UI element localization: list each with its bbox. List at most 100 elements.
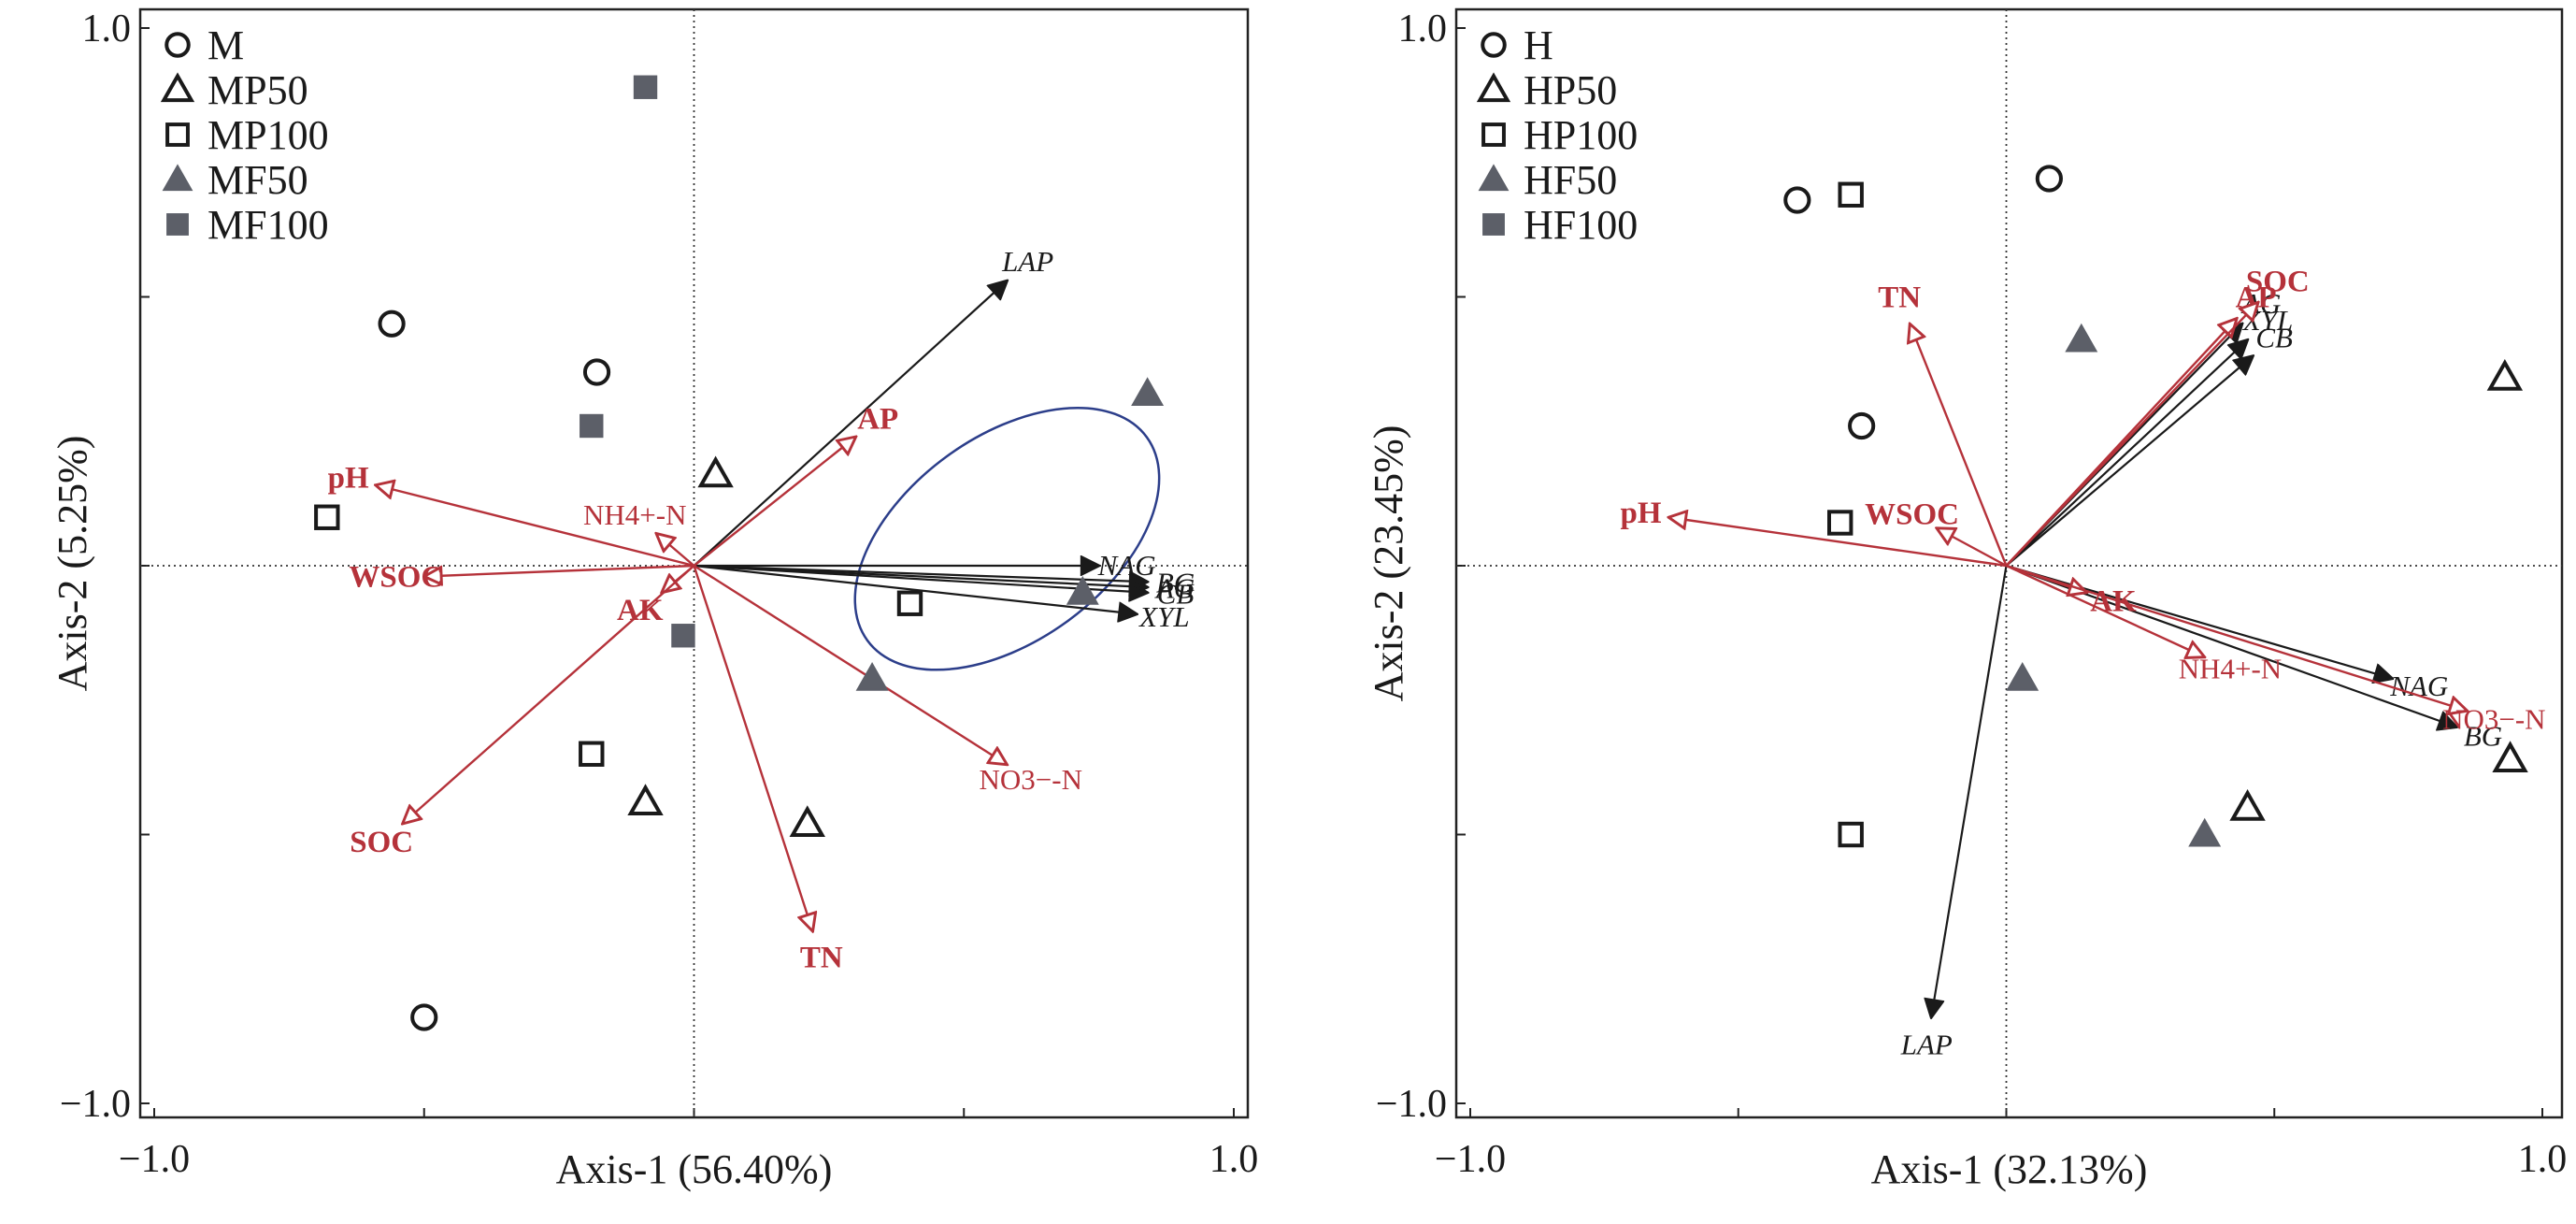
group-ellipse <box>853 406 1161 671</box>
data-point <box>2229 789 2266 821</box>
legend-marker <box>1478 164 1510 192</box>
x-tick-label-min: −1.0 <box>119 1138 190 1181</box>
env-label: SOC <box>350 826 413 859</box>
plot-frame <box>1454 7 2564 1119</box>
data-point <box>1848 411 1876 440</box>
env-label: AK <box>2090 584 2137 618</box>
enzyme-label-cb: CB <box>2255 321 2293 353</box>
enzyme-vector-xyl <box>694 564 1138 614</box>
enzyme-vector-lap <box>1931 565 2008 1017</box>
y-tick-label-max: 1.0 <box>1398 7 1448 50</box>
data-point <box>1838 181 1864 208</box>
data-point <box>314 504 340 530</box>
legend-label: H <box>1524 22 1553 68</box>
data-point <box>582 358 611 386</box>
env-vector <box>1937 528 2008 568</box>
env-vector <box>2005 564 2205 657</box>
data-point <box>789 805 825 837</box>
legend-marker <box>1482 213 1505 236</box>
chart-panel-1: −1.0 1.0 1.0 −1.0 Axis-1 (56.40%) Axis-2 (5.2… <box>50 7 1258 1192</box>
env-vector <box>1910 324 2008 567</box>
legend-marker <box>160 72 195 103</box>
legend-marker <box>1481 32 1507 58</box>
legend-label: HF100 <box>1524 202 1638 248</box>
legend-label: MF50 <box>208 157 308 203</box>
legend-label: M <box>208 22 244 68</box>
env-label: WSOC <box>1865 497 1959 531</box>
env-vector <box>693 437 856 567</box>
legend-marker <box>165 122 190 147</box>
env-label: WSOC <box>349 561 443 595</box>
data-point <box>2065 323 2098 353</box>
env-label: AP <box>857 402 898 436</box>
legend-marker <box>1476 72 1511 103</box>
y-tick-label-min: −1.0 <box>60 1083 131 1126</box>
env-vector <box>2006 564 2468 711</box>
data-point <box>580 413 604 439</box>
enzyme-label-nag: NAG <box>1097 549 1156 582</box>
data-point <box>896 590 923 616</box>
env-label: SOC <box>2246 266 2310 299</box>
legend-label: MF100 <box>208 202 329 248</box>
legend-marker <box>1481 122 1506 147</box>
legend-marker <box>166 213 189 236</box>
legend-label: MP50 <box>208 67 308 113</box>
enzyme-label-bg: BG <box>2464 720 2502 753</box>
env-label: TN <box>800 942 843 975</box>
legend-marker <box>165 32 191 58</box>
enzyme-label-nag: NAG <box>2389 670 2448 702</box>
env-vector <box>403 565 695 824</box>
y-axis-title: Axis-2 (23.45%) <box>1366 425 1411 702</box>
env-vector <box>693 565 813 931</box>
data-point <box>2035 165 2063 193</box>
legend-label: HP100 <box>1524 112 1638 158</box>
data-point <box>1838 821 1864 848</box>
enzyme-label-cb: CB <box>1157 578 1195 611</box>
data-point <box>671 624 695 648</box>
enzyme-vector-lap <box>693 281 1008 567</box>
env-vector <box>1668 517 2007 568</box>
env-label: NH4+-N <box>583 498 686 531</box>
x-axis-title: Axis-1 (56.40%) <box>556 1146 833 1192</box>
x-tick-label-max: 1.0 <box>2518 1138 2568 1181</box>
legend-label: HF50 <box>1524 157 1617 203</box>
env-label: TN <box>1878 281 1921 314</box>
env-vector <box>424 564 694 577</box>
data-point <box>1131 377 1165 406</box>
env-label: pH <box>1620 497 1661 530</box>
env-vector <box>656 534 695 567</box>
y-tick-label-max: 1.0 <box>82 7 132 50</box>
env-label: NO3−-N <box>980 763 1082 796</box>
y-tick-label-min: −1.0 <box>1376 1083 1447 1126</box>
data-point <box>1827 510 1853 536</box>
enzyme-vector-cb <box>694 564 1148 593</box>
data-point <box>1783 186 1811 214</box>
env-label: NO3−-N <box>2442 702 2545 735</box>
env-vector <box>693 564 1008 765</box>
data-point <box>410 1003 438 1031</box>
x-axis-title: Axis-1 (32.13%) <box>1871 1146 2148 1192</box>
legend-label: MP100 <box>208 112 329 158</box>
data-point <box>855 662 889 691</box>
data-point <box>2188 817 2222 847</box>
x-tick-label-min: −1.0 <box>1435 1138 1506 1181</box>
data-point <box>633 75 658 99</box>
chart-panel-2: −1.0 1.0 1.0 −1.0 Axis-1 (32.13%) Axis-2 (23.… <box>1366 7 2567 1192</box>
legend-marker <box>162 164 193 192</box>
enzyme-label-xyl: XYL <box>1138 600 1189 633</box>
env-vector <box>376 485 694 568</box>
y-axis-title: Axis-2 (5.25%) <box>50 436 95 692</box>
enzyme-vector-xyl <box>2005 340 2248 567</box>
enzyme-vector-bg <box>2006 564 2457 727</box>
data-point <box>697 455 734 488</box>
enzyme-label-lap: LAP <box>1001 245 1053 278</box>
env-vector <box>2005 302 2259 567</box>
data-point <box>1066 576 1099 605</box>
data-point <box>2006 662 2039 691</box>
data-point <box>579 741 605 767</box>
enzyme-label-lap: LAP <box>1900 1029 1953 1061</box>
data-point <box>378 310 406 338</box>
